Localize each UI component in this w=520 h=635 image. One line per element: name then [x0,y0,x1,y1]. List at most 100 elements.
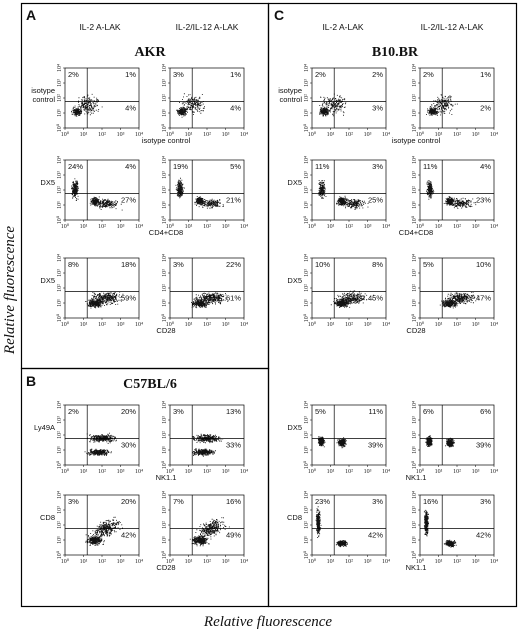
y-tick-label: 10⁴ [412,491,418,499]
x-axis-label: NK1.1 [156,473,177,482]
x-tick-label: 10³ [222,559,230,565]
y-axis-label: DX5 [40,276,55,285]
y-tick-label: 10⁴ [57,64,63,72]
scatter-dots [189,517,230,547]
scatter-dots [319,93,347,117]
y-tick-label: 10⁴ [304,64,310,72]
x-tick-label: 10⁰ [308,558,317,565]
scatter-dots [330,290,375,308]
quadrant-percent: 4% [480,162,491,171]
y-tick-label: 10⁰ [303,123,310,132]
y-axis-label: DX5 [287,276,302,285]
quadrant-percent: 45% [368,294,383,303]
quadrant-percent: 3% [480,497,491,506]
y-tick-label: 10³ [412,171,418,179]
panel-c-col2-header: IL-2/IL-12 A-LAK [421,22,484,32]
plots-layer: 2% 1%4%10⁰10⁰10¹10¹10²10²10³10³10⁴10⁴isot… [31,64,498,572]
quadrant-percent: 3% [68,497,79,506]
x-tick-label: 10⁰ [308,468,317,475]
x-tick-label: 10² [453,559,461,565]
y-tick-label: 10⁰ [56,313,63,322]
y-axis-label: CD8 [287,513,302,522]
quadrant-percent: 33% [226,441,241,450]
quadrant-percent: 5% [423,260,434,269]
panel-c-col1-header: IL-2 A-LAK [322,22,363,32]
quadrant-percent: 39% [368,441,383,450]
x-tick-label: 10⁴ [240,322,248,328]
x-axis-label: CD28 [406,326,425,335]
x-tick-label: 10³ [364,559,372,565]
y-axis-label: DX5 [287,423,302,432]
x-tick-label: 10² [98,224,106,230]
plot-frame [419,67,495,129]
x-tick-label: 10⁰ [166,321,175,328]
y-tick-label: 10³ [304,416,310,424]
y-tick-label: 10⁴ [412,254,418,262]
x-axis-label: isotype control [142,136,191,145]
y-tick-label: 10² [57,521,63,529]
x-tick-label: 10² [203,469,211,475]
plot-frame [311,404,387,466]
y-tick-label: 10² [162,186,168,194]
x-tick-label: 10⁰ [166,223,175,230]
x-tick-label: 10³ [364,469,372,475]
y-tick-label: 10² [162,431,168,439]
x-tick-label: 10² [203,322,211,328]
x-tick-label: 10⁴ [382,322,390,328]
y-tick-label: 10² [162,521,168,529]
x-tick-label: 10¹ [435,322,443,328]
x-tick-label: 10⁴ [490,132,498,138]
y-tick-label: 10¹ [412,109,418,117]
x-tick-label: 10³ [472,559,480,565]
x-tick-label: 10⁴ [240,469,248,475]
x-tick-label: 10⁴ [240,132,248,138]
y-tick-label: 10⁰ [411,550,418,559]
panel-b-letter: B [26,373,36,389]
y-tick-label: 10³ [57,171,63,179]
x-tick-label: 10⁴ [135,469,143,475]
quadrant-percent: 11% [369,407,384,416]
y-tick-label: 10³ [412,269,418,277]
scatter-dots [192,433,224,457]
y-tick-label: 10⁴ [304,156,310,164]
quadrant-percent: 3% [372,497,383,506]
y-tick-label: 10² [304,284,310,292]
x-tick-label: 10⁰ [416,558,425,565]
panel-a-strain: AKR [134,45,166,60]
x-tick-label: 10⁰ [61,223,70,230]
quadrant-percent: 20% [121,497,136,506]
quadrant-percent: 25% [368,196,383,205]
y-tick-label: 10⁰ [411,313,418,322]
x-tick-label: 10² [345,322,353,328]
y-tick-label: 10⁰ [56,460,63,469]
y-tick-label: 10⁰ [56,215,63,224]
x-tick-label: 10¹ [80,132,88,138]
x-axis-label: CD4+CD8 [399,228,433,237]
y-axis-label: isotype [31,86,55,95]
x-tick-label: 10⁴ [135,132,143,138]
plot-frame [419,494,495,556]
x-tick-label: 10⁴ [382,132,390,138]
x-tick-label: 10⁰ [308,223,317,230]
plot-frame [419,404,495,466]
quadrant-percent: 13% [226,407,241,416]
x-axis-title: Relative fluorescence [203,614,332,630]
y-tick-label: 10⁴ [412,64,418,72]
quadrant-percent: 11% [315,162,330,171]
x-tick-label: 10¹ [80,469,88,475]
y-tick-label: 10⁰ [303,215,310,224]
x-tick-label: 10³ [472,469,480,475]
x-tick-label: 10⁰ [416,468,425,475]
y-tick-label: 10³ [412,506,418,514]
panel-a-col1-header: IL-2 A-LAK [79,22,120,32]
x-tick-label: 10⁰ [166,558,175,565]
x-tick-label: 10⁴ [382,224,390,230]
quadrant-percent: 3% [173,70,184,79]
y-tick-label: 10² [57,431,63,439]
quadrant-percent: 39% [476,441,491,450]
quadrant-percent: 4% [125,162,136,171]
